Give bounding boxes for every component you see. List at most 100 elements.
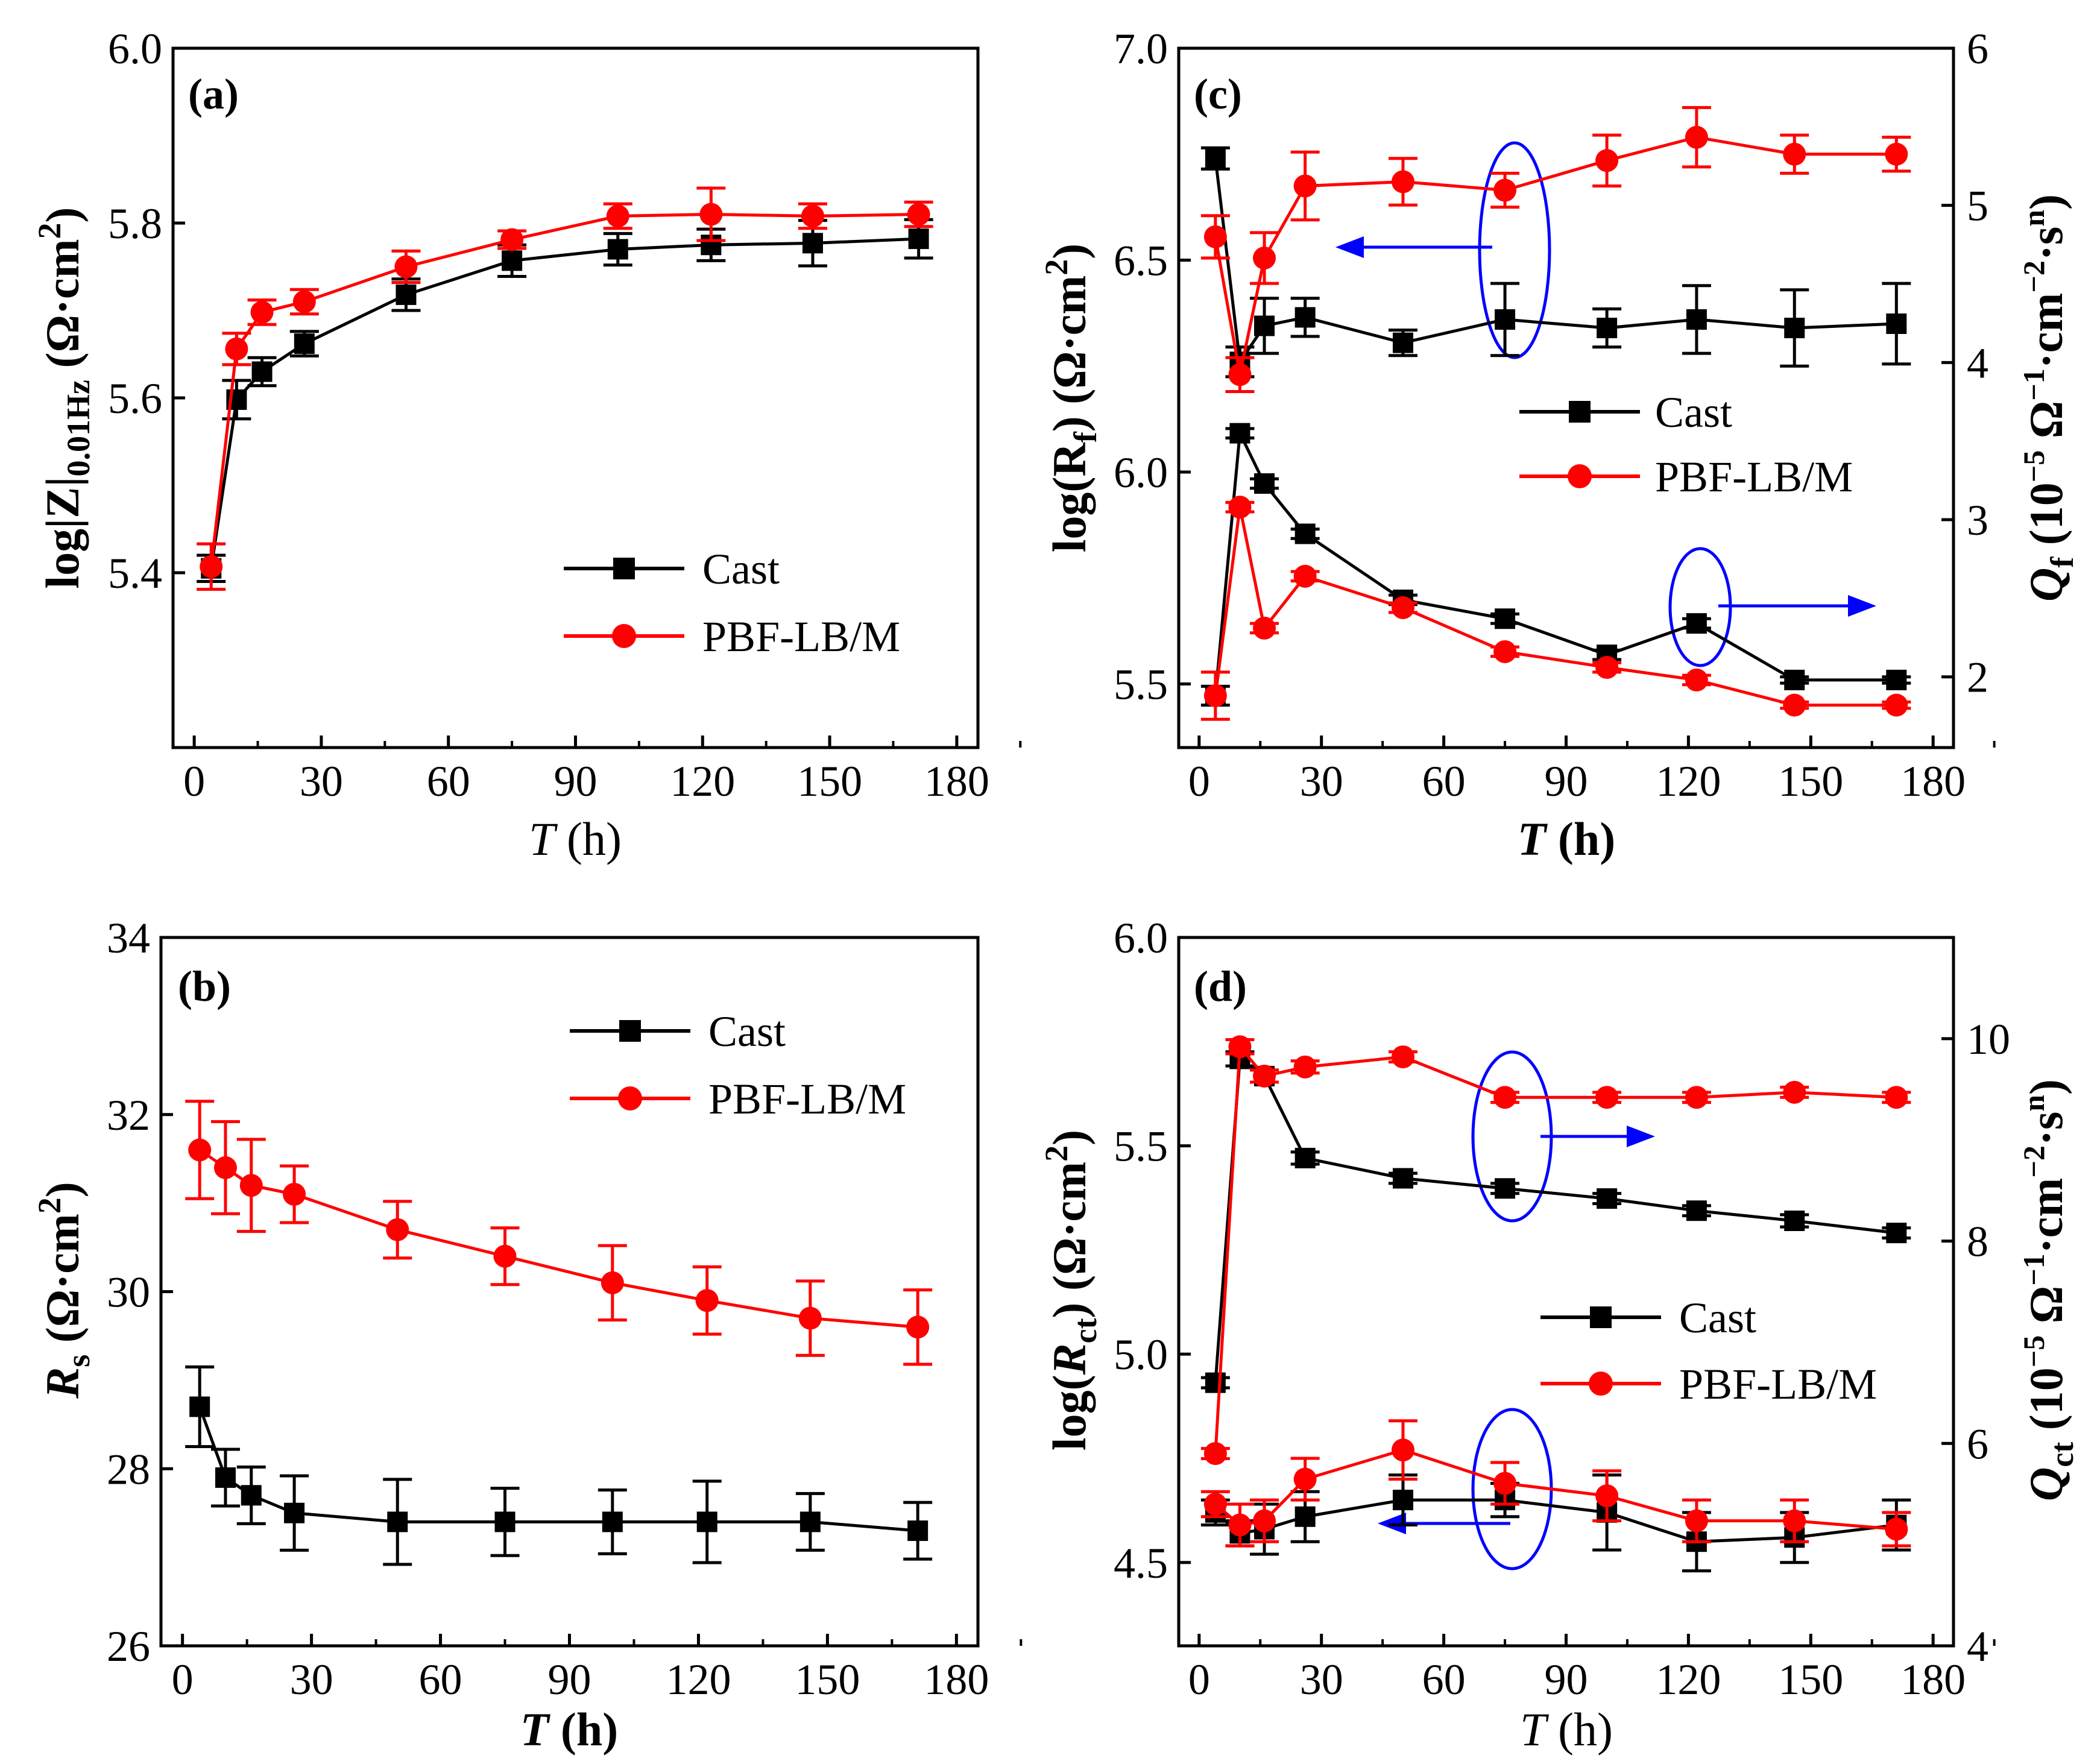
y-tick-label: 5.8 [108, 200, 162, 248]
series-cast [197, 218, 933, 583]
series-line [209, 212, 919, 567]
x-tick-label: 90 [1545, 757, 1588, 805]
data-point [283, 1182, 306, 1206]
x-axis-label-var: T [520, 1703, 551, 1756]
data-point [1253, 616, 1276, 640]
data-point [1595, 1484, 1619, 1508]
legend-marker-cast [619, 1020, 641, 1042]
series-layer [185, 1100, 933, 1566]
data-point [1885, 142, 1908, 166]
x-axis-label-var: T [529, 813, 558, 865]
data-point [1391, 170, 1414, 194]
data-point [799, 1511, 821, 1532]
y2-tick-label: 10 [1967, 1015, 2010, 1063]
y2-label-sup1: −5 [2017, 450, 2051, 483]
series-line [198, 1406, 918, 1532]
data-point [1392, 1490, 1413, 1511]
data-point [396, 284, 417, 305]
y2-label-post: (10 [2020, 1367, 2072, 1441]
data-point [1228, 1035, 1252, 1059]
y2-label-sup3: −2 [2017, 1145, 2051, 1178]
data-point [1685, 668, 1708, 691]
x-tick-label: 30 [1300, 1655, 1343, 1704]
legend-marker-cast [1569, 401, 1591, 423]
data-point [1254, 473, 1275, 494]
data-point [1203, 1442, 1227, 1466]
y2-tick-label: 4 [1967, 1622, 1988, 1671]
data-point [1205, 148, 1226, 169]
data-point [189, 1396, 210, 1417]
y-tick-label: 26 [107, 1622, 150, 1671]
y-tick-label: 4.5 [1114, 1539, 1168, 1587]
data-point [1228, 496, 1252, 519]
x-tick-label: 30 [300, 757, 343, 805]
data-point [699, 203, 723, 226]
data-point [1294, 1147, 1316, 1168]
data-point [1885, 693, 1908, 717]
series-pbf-lb-m [185, 1100, 933, 1366]
data-point [1685, 125, 1708, 149]
y-tick-label: 7.0 [1114, 25, 1168, 73]
data-point [213, 1156, 237, 1179]
data-point [1595, 656, 1619, 679]
y-label-sup: 2 [1038, 259, 1074, 276]
y-ticks: 5.5 6.0 6.5 7.0 [1114, 25, 1191, 709]
data-point [801, 204, 824, 228]
y-label-sup: 2 [1038, 1145, 1074, 1162]
y2-tick-label: 2 [1967, 654, 1988, 702]
highlight-ellipse-pbf-rf [1478, 141, 1551, 359]
data-point [1783, 142, 1806, 166]
y-tick-label: 5.6 [108, 374, 162, 423]
y2-tick-label: 8 [1967, 1218, 1988, 1266]
data-point [1203, 1493, 1227, 1516]
x-tick-label: 30 [1300, 757, 1343, 805]
y-axis-label: log|Z|0.01Hz (Ω·cm2) [31, 207, 96, 588]
x-axis-label-var: T [1520, 1703, 1549, 1756]
legend-label-cast: Cast [1679, 1294, 1756, 1342]
y2-label-sup4: n [2017, 210, 2051, 227]
data-point [607, 239, 628, 260]
x-tick-label: 180 [1900, 757, 1966, 805]
y2-label-end: ) [2020, 1079, 2072, 1095]
data-point [802, 233, 823, 254]
x-tick-label: 150 [1778, 1655, 1843, 1704]
x-tick-label: 90 [548, 1655, 591, 1704]
y-label-sub: f [1067, 431, 1103, 443]
y2-label-var: Q [2020, 568, 2072, 602]
y-label-z: Z [36, 487, 89, 518]
x-tick-label: 0 [1188, 1655, 1210, 1704]
annotations [1335, 141, 1876, 667]
y-tick-label: 32 [107, 1091, 150, 1139]
data-point [601, 1271, 624, 1294]
legend-label-pbf: PBF-LB/M [1655, 453, 1853, 501]
series-line [1214, 506, 1897, 707]
data-point [1783, 1080, 1806, 1104]
x-tick-label: 150 [797, 757, 862, 805]
legend-marker-pbf [612, 624, 636, 648]
series-pbf-qct [1200, 1035, 1911, 1466]
data-point [1597, 318, 1618, 338]
data-point [394, 255, 418, 279]
y-tick-label: 30 [107, 1268, 150, 1317]
data-point [1597, 1188, 1618, 1209]
panel-label-b: (b) [178, 962, 231, 1010]
data-point [1293, 1467, 1317, 1491]
x-tick-label: 60 [1422, 1655, 1466, 1704]
y-tick-label: 5.5 [1114, 661, 1168, 709]
plot-frame [1177, 936, 1955, 1648]
data-point [1784, 1211, 1805, 1231]
data-point [1293, 1055, 1317, 1079]
series-line [198, 1148, 918, 1329]
x-tick-label: 90 [1545, 1655, 1588, 1704]
data-point [1203, 684, 1227, 707]
x-axis-label-unit: (h) [1546, 813, 1615, 865]
x-tick-label: 120 [666, 1655, 731, 1704]
data-point [1205, 1372, 1226, 1393]
data-point [387, 1511, 408, 1532]
y2-label-post: (10 [2020, 482, 2072, 556]
data-point [1886, 1223, 1907, 1244]
y-axis-label: log(Rct) (Ω·cm2) [1038, 1130, 1103, 1451]
y2-label-sup2: −1 [2017, 1253, 2051, 1286]
x-tick-label: 60 [427, 757, 470, 805]
data-point [696, 1511, 717, 1532]
